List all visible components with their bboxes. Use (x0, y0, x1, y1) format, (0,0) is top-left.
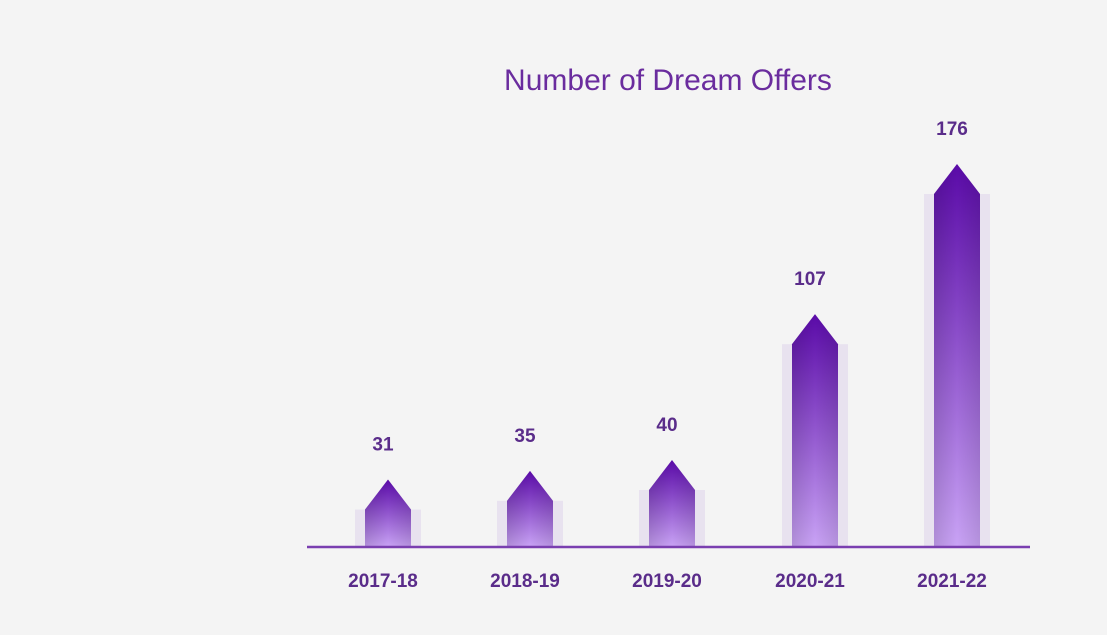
x-tick-label: 2021-22 (917, 571, 987, 592)
value-label: 35 (514, 426, 536, 447)
value-label: 31 (372, 435, 394, 456)
x-tick-label: 2017-18 (348, 571, 418, 592)
bar-shading (792, 314, 838, 547)
value-label: 107 (794, 269, 826, 290)
bar-shading (934, 164, 980, 547)
bar-shading (649, 459, 695, 547)
bar-shading (507, 470, 553, 547)
bars-group (355, 164, 990, 547)
x-tick-labels-group: 2017-18 2018-19 2019-20 2020-21 2021-22 (348, 571, 987, 592)
x-tick-label: 2020-21 (775, 571, 845, 592)
value-labels-group: 31 35 40 107 176 (372, 119, 967, 456)
value-label: 176 (936, 119, 968, 140)
x-tick-label: 2019-20 (632, 571, 702, 592)
bar-shading (365, 479, 411, 547)
x-tick-label: 2018-19 (490, 571, 560, 592)
chart-title: Number of Dream Offers (504, 64, 832, 97)
value-label: 40 (656, 415, 677, 436)
